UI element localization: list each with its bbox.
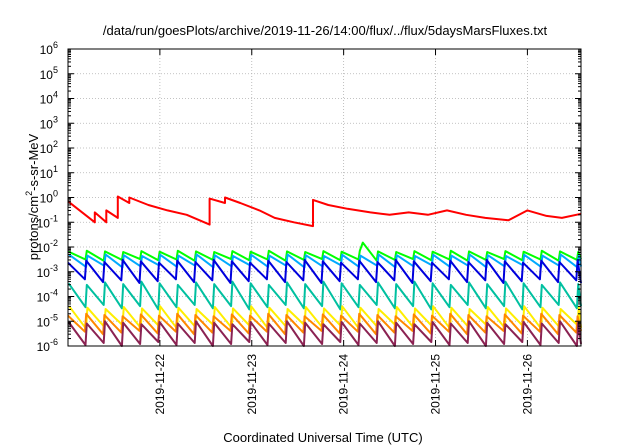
series-line-8 [67, 320, 582, 347]
series-line-7 [67, 312, 582, 336]
y-axis-label-sup: 2 [24, 191, 34, 196]
x-axis-label: Coordinated Universal Time (UTC) [223, 430, 422, 445]
y-axis-label-part2: -s-sr-MeV [26, 133, 41, 190]
y-tick-label: 104 [40, 90, 58, 107]
y-tick-label: 106 [40, 40, 58, 57]
y-tick-label: 10-4 [37, 288, 58, 305]
y-ticks: 10-6 10-5 10-4 10-3 10-2 10-1 100 101 102 103 104 1… [37, 40, 581, 354]
series-line-4 [67, 258, 582, 284]
x-tick-label: 2019-11-26 [520, 354, 534, 415]
series-line-5 [67, 280, 582, 311]
x-tick-label: 2019-11-23 [245, 354, 259, 415]
y-axis-label-part1: protons/cm [26, 196, 41, 260]
y-tick-label: 10-1 [37, 213, 58, 230]
y-axis-label: protons/cm2-s-sr-MeV [24, 133, 41, 260]
series-line-2 [68, 241, 582, 262]
y-tick-label: 105 [40, 65, 58, 82]
series-group [67, 195, 582, 347]
y-tick-label: 10-5 [37, 312, 58, 329]
chart-title: /data/run/goesPlots/archive/2019-11-26/1… [103, 23, 548, 38]
x-tick-label: 2019-11-25 [429, 354, 443, 415]
y-tick-label: 101 [40, 164, 58, 181]
y-tick-label: 100 [40, 189, 58, 206]
y-tick-label: 10-6 [37, 337, 58, 354]
series-line-1 [67, 195, 582, 228]
y-tick-label: 10-3 [37, 263, 58, 280]
y-tick-label: 10-2 [37, 238, 58, 255]
x-tick-label: 2019-11-22 [153, 354, 167, 415]
y-tick-label: 103 [40, 114, 58, 131]
y-tick-label: 102 [40, 139, 58, 156]
x-tick-label: 2019-11-24 [337, 354, 351, 415]
x-ticks: 2019-11-22 2019-11-23 2019-11-24 2019-11-25… [153, 49, 534, 415]
